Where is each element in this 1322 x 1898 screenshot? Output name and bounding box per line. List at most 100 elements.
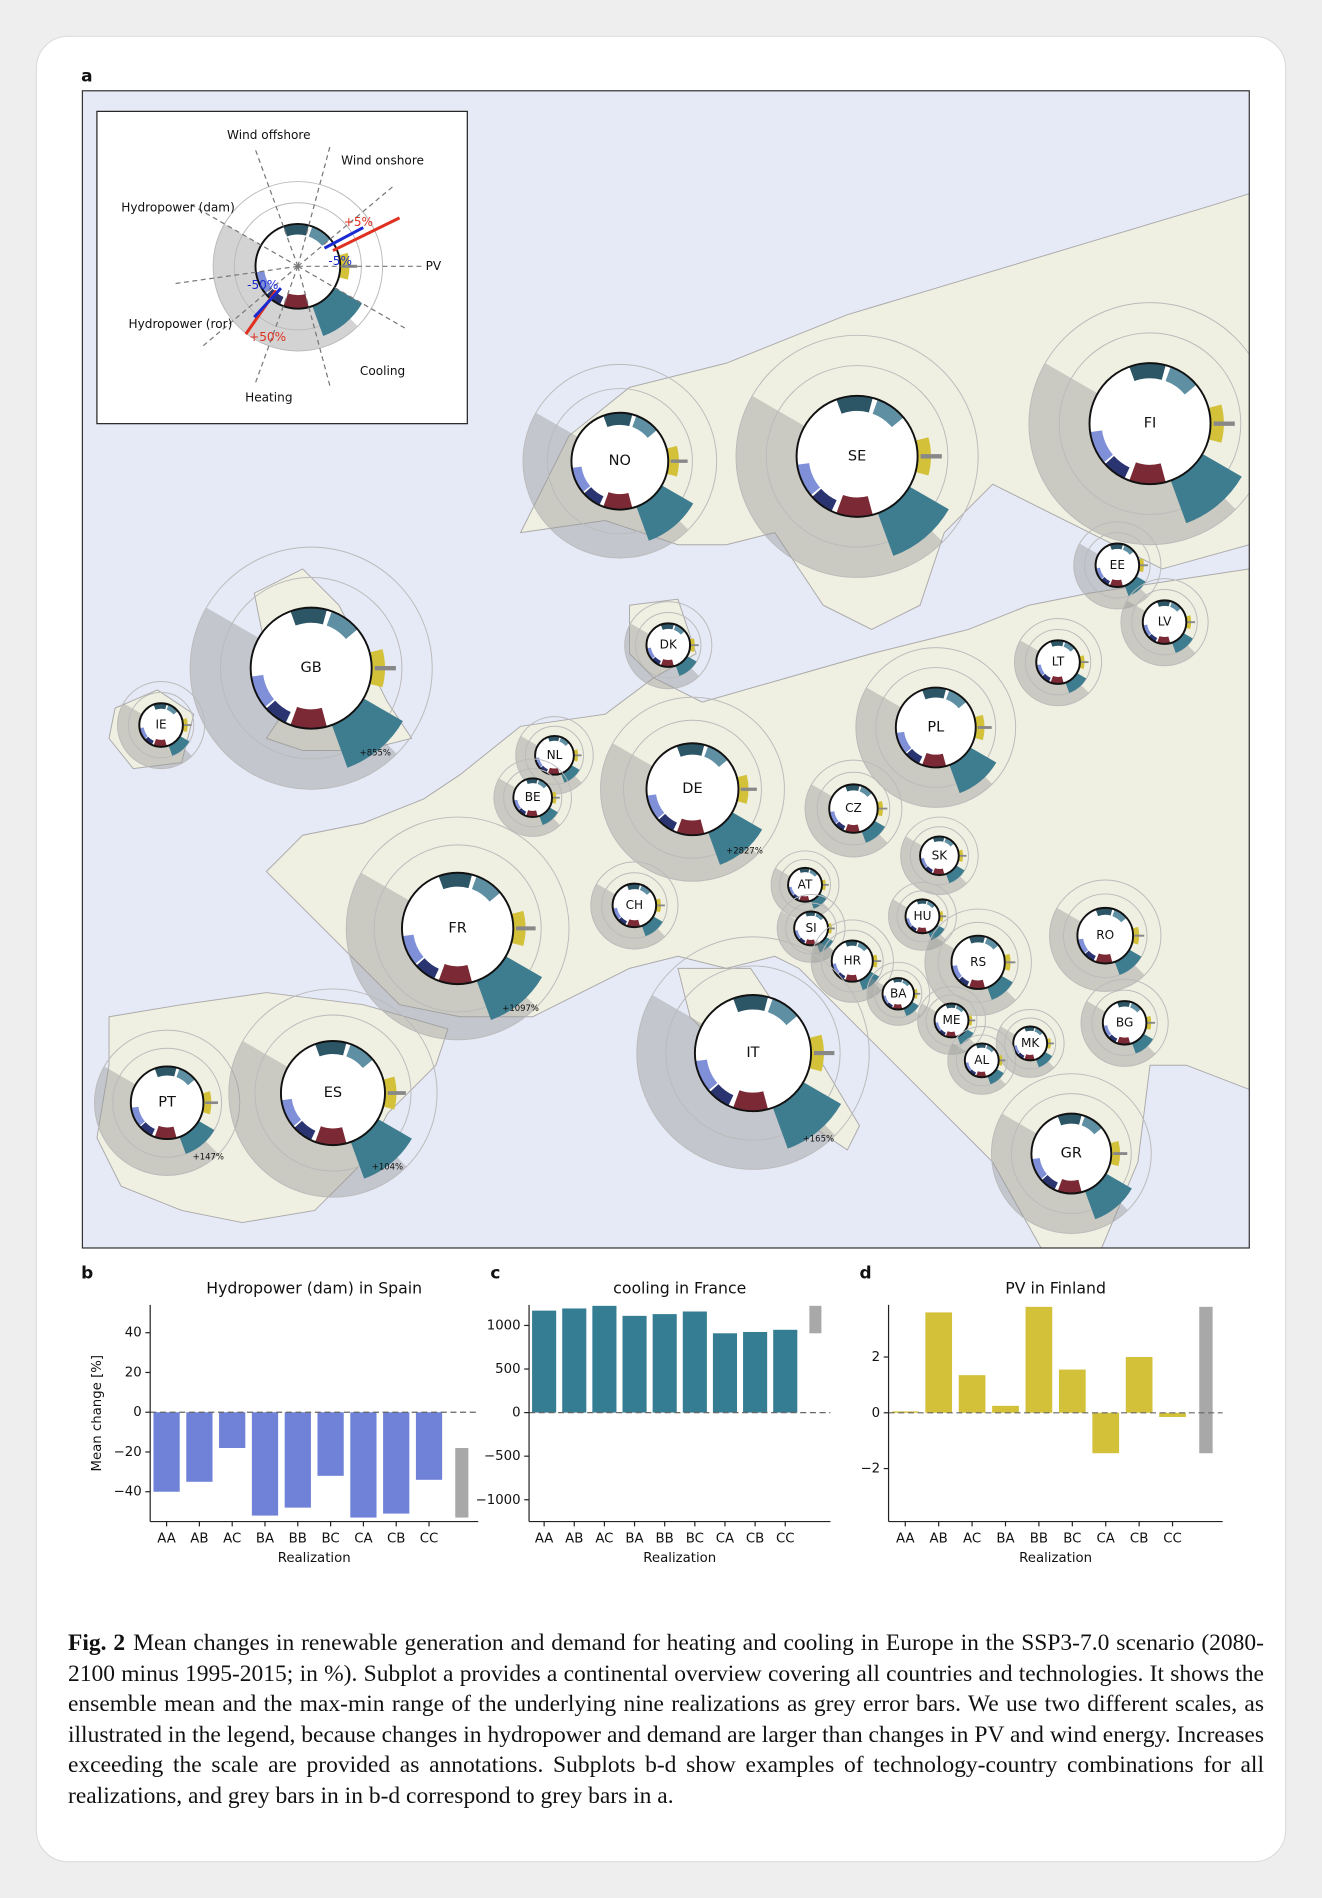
legend-divider [187, 202, 299, 267]
heating-sector [945, 1031, 956, 1038]
bar [532, 1310, 557, 1413]
scale-ring [888, 881, 957, 951]
hydro-ror-sector [835, 821, 846, 831]
glyph-disc [1077, 907, 1134, 964]
hydro-dam-sector [513, 799, 521, 811]
chart-title: cooling in France [613, 1279, 746, 1298]
glyph-ring [950, 934, 1006, 990]
hydro-dam-sector [1103, 1025, 1112, 1037]
glyph-ring [1088, 362, 1212, 486]
country-label: AT [798, 877, 813, 891]
hydro-ror-sector [1041, 1174, 1058, 1190]
country-glyph: EE [1073, 521, 1162, 610]
glyph-ring [787, 866, 823, 903]
country-glyph: FR [345, 816, 570, 1041]
range-bar [455, 1447, 469, 1518]
legend-arrow [332, 216, 401, 252]
cooling-sector [675, 656, 697, 676]
bar [251, 1412, 279, 1516]
scale-ring [917, 986, 986, 1055]
scale-ring [937, 921, 1019, 1003]
heating-sector [154, 1125, 177, 1140]
hydro-dam-sector [1036, 664, 1045, 677]
overflow-annotation: +855% [360, 747, 391, 757]
country-glyph: PT [94, 1029, 241, 1176]
country-glyph: CZ [804, 759, 903, 858]
glyph-ring [1141, 599, 1188, 645]
country-label: PT [158, 1095, 176, 1111]
y-tick-label: 0 [512, 1406, 520, 1421]
hydro-ror-sector [294, 1120, 316, 1141]
y-tick-label: 500 [495, 1362, 520, 1377]
wind-offshore-sector [603, 412, 633, 428]
glyph-disc [831, 940, 873, 982]
country-label: IE [155, 718, 166, 732]
y-tick-label: 20 [125, 1365, 142, 1380]
glyph-disc [535, 735, 574, 775]
country-glyph: HU [888, 881, 957, 951]
x-tick-label: AB [190, 1531, 208, 1546]
wind-onshore-sector [902, 979, 911, 987]
hydro-dam-sector [251, 674, 275, 708]
cooling-sector [168, 735, 190, 756]
x-tick-label: BB [656, 1531, 674, 1546]
legend-label: Cooling [360, 364, 405, 378]
wind-offshore-sector [932, 836, 945, 843]
bar [992, 1405, 1019, 1413]
hydro-ror-sector [1101, 576, 1110, 586]
legend-arrow [323, 226, 364, 250]
scale-ring [875, 667, 997, 788]
country-label: CH [626, 898, 644, 912]
cooling-sector [1132, 1033, 1153, 1054]
scale-ring [522, 363, 718, 559]
scale-ring [866, 961, 931, 1026]
y-tick-label: −1000 [476, 1493, 521, 1508]
wind-onshore-sector [326, 611, 358, 639]
glyph-ring [919, 835, 960, 877]
bar [925, 1312, 953, 1413]
wind-onshore-sector [809, 868, 819, 877]
country-label: DE [682, 781, 702, 797]
scale-ring [1131, 589, 1198, 656]
legend-divider [171, 265, 298, 285]
legend-label: Heating [245, 391, 292, 405]
cooling-sector [928, 924, 945, 941]
country-label: GB [301, 660, 322, 676]
bar [743, 1331, 768, 1413]
country-label: EE [1110, 558, 1125, 572]
heating-sector [660, 659, 674, 667]
wind-offshore-sector [922, 687, 947, 700]
heating-sector [733, 1090, 769, 1112]
x-tick-label: AC [223, 1531, 241, 1546]
glyph-disc [794, 911, 829, 946]
hydro-ror-sector [886, 1002, 893, 1009]
y-tick-label: −2 [860, 1462, 880, 1477]
heating-sector [836, 495, 873, 517]
wind-offshore-sector [438, 872, 473, 890]
glyph-disc [934, 1003, 969, 1038]
hydro-ror-sector [266, 288, 284, 305]
country-label: NL [547, 748, 563, 762]
scale-ring [493, 758, 572, 837]
glyph-disc [646, 743, 739, 836]
glyph-ring [138, 702, 184, 748]
bar [317, 1412, 344, 1476]
wind-onshore-sector [471, 876, 501, 902]
panel-label: d [860, 1262, 872, 1282]
wind-offshore-sector [1050, 640, 1064, 647]
wind-offshore-sector [315, 1040, 347, 1057]
glyph-ring [1101, 1000, 1148, 1046]
cooling-sector [1172, 633, 1193, 653]
scale-ring [816, 771, 891, 846]
glyph-disc [401, 872, 514, 985]
x-axis-label: Realization [278, 1551, 351, 1566]
country-glyph: SI [776, 894, 846, 963]
scale-ring [94, 1029, 241, 1176]
bar [891, 1411, 919, 1413]
country-label: ME [942, 1013, 960, 1027]
y-tick-label: 2 [872, 1350, 880, 1365]
scale-ring [1013, 618, 1103, 707]
caption-label: Fig. 2 [68, 1630, 126, 1656]
wind-offshore-sector [154, 1066, 177, 1078]
wind-onshore-sector [1063, 641, 1075, 652]
